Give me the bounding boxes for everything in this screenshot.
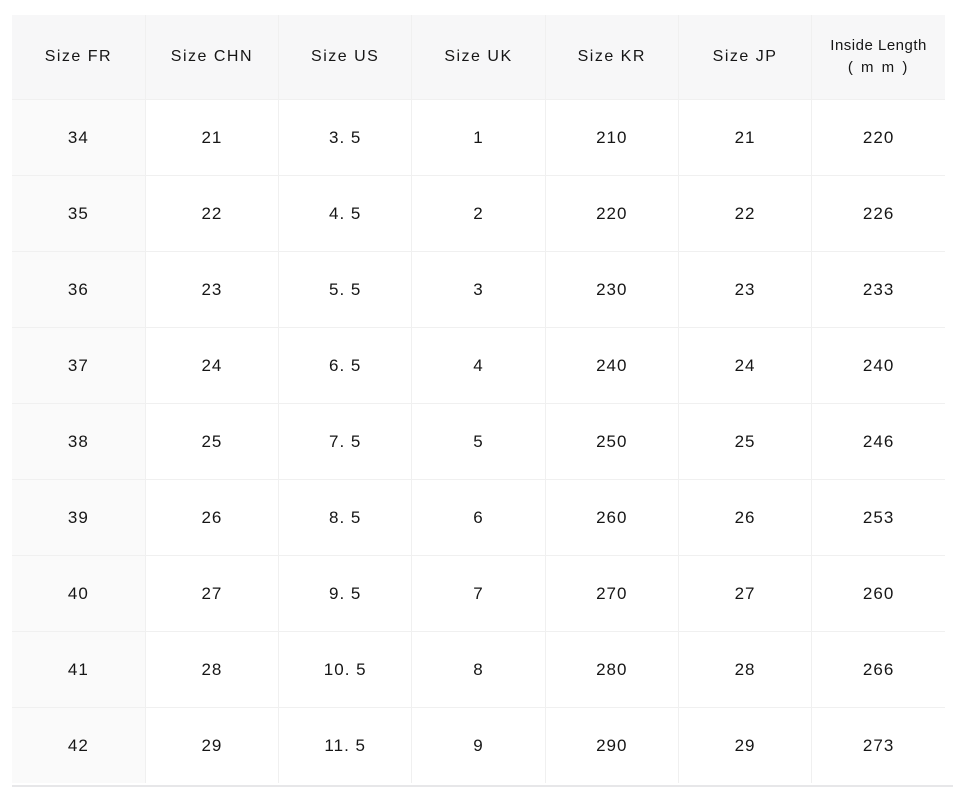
- table-row: 41 28 10. 5 8 280 28 266: [11, 631, 946, 708]
- table-cell: 1: [411, 99, 546, 176]
- table-cell: 260: [811, 555, 946, 632]
- table-cell: 280: [544, 631, 679, 708]
- table-cell: 7. 5: [278, 403, 413, 480]
- header-cell-inside-length: Inside Length ( m m ): [811, 14, 946, 100]
- row-header-cell: 41: [11, 631, 146, 708]
- row-header-cell: 42: [11, 707, 146, 784]
- table-cell: 5. 5: [278, 251, 413, 328]
- row-header-cell: 34: [11, 99, 146, 176]
- table-cell: 250: [544, 403, 679, 480]
- header-sublabel: ( m m ): [847, 58, 910, 76]
- header-cell-size-kr: Size KR: [544, 14, 679, 100]
- size-conversion-table-wrap: Size FR Size CHN Size US Size UK Size KR Size…: [11, 14, 946, 784]
- table-cell: 27: [144, 555, 280, 632]
- table-row: 34 21 3. 5 1 210 21 220: [11, 99, 946, 176]
- header-label: Size FR: [44, 48, 113, 66]
- table-cell: 26: [677, 479, 813, 556]
- table-cell: 23: [144, 251, 280, 328]
- table-cell: 246: [811, 403, 946, 480]
- table-cell: 7: [411, 555, 546, 632]
- table-head: Size FR Size CHN Size US Size UK Size KR Size…: [11, 14, 946, 100]
- table-cell: 226: [811, 175, 946, 252]
- table-cell: 9: [411, 707, 546, 784]
- table-header-row: Size FR Size CHN Size US Size UK Size KR Size…: [11, 14, 946, 100]
- table-row: 38 25 7. 5 5 250 25 246: [11, 403, 946, 480]
- table-cell: 220: [544, 175, 679, 252]
- table-row: 42 29 11. 5 9 290 29 273: [11, 707, 946, 784]
- table-cell: 6: [411, 479, 546, 556]
- table-cell: 290: [544, 707, 679, 784]
- header-label: Size KR: [577, 48, 646, 66]
- header-label: Inside Length: [830, 37, 927, 55]
- table-cell: 10. 5: [278, 631, 413, 708]
- table-cell: 29: [677, 707, 813, 784]
- table-cell: 253: [811, 479, 946, 556]
- table-cell: 266: [811, 631, 946, 708]
- table-body: 34 21 3. 5 1 210 21 220 35 22 4. 5 2 220 22 226 36 23 5.…: [11, 99, 946, 784]
- table-cell: 4. 5: [278, 175, 413, 252]
- row-header-cell: 40: [11, 555, 146, 632]
- table-cell: 8: [411, 631, 546, 708]
- table-cell: 25: [144, 403, 280, 480]
- table-cell: 26: [144, 479, 280, 556]
- table-bottom-rule: [12, 785, 953, 787]
- header-cell-size-chn: Size CHN: [144, 14, 280, 100]
- table-cell: 5: [411, 403, 546, 480]
- table-cell: 29: [144, 707, 280, 784]
- table-cell: 270: [544, 555, 679, 632]
- table-cell: 28: [677, 631, 813, 708]
- table-cell: 230: [544, 251, 679, 328]
- table-row: 40 27 9. 5 7 270 27 260: [11, 555, 946, 632]
- table-cell: 8. 5: [278, 479, 413, 556]
- table-cell: 220: [811, 99, 946, 176]
- table-row: 36 23 5. 5 3 230 23 233: [11, 251, 946, 328]
- table-cell: 9. 5: [278, 555, 413, 632]
- table-cell: 27: [677, 555, 813, 632]
- table-cell: 24: [677, 327, 813, 404]
- table-row: 35 22 4. 5 2 220 22 226: [11, 175, 946, 252]
- table-cell: 21: [144, 99, 280, 176]
- row-header-cell: 37: [11, 327, 146, 404]
- header-label: Size CHN: [170, 48, 254, 66]
- header-cell-size-jp: Size JP: [677, 14, 813, 100]
- row-header-cell: 39: [11, 479, 146, 556]
- table-cell: 210: [544, 99, 679, 176]
- table-cell: 3: [411, 251, 546, 328]
- table-cell: 24: [144, 327, 280, 404]
- table-cell: 240: [811, 327, 946, 404]
- table-row: 39 26 8. 5 6 260 26 253: [11, 479, 946, 556]
- table-cell: 240: [544, 327, 679, 404]
- row-header-cell: 36: [11, 251, 146, 328]
- table-row: 37 24 6. 5 4 240 24 240: [11, 327, 946, 404]
- table-cell: 21: [677, 99, 813, 176]
- header-cell-size-fr: Size FR: [11, 14, 146, 100]
- table-cell: 28: [144, 631, 280, 708]
- row-header-cell: 35: [11, 175, 146, 252]
- table-cell: 2: [411, 175, 546, 252]
- header-cell-size-us: Size US: [278, 14, 413, 100]
- size-conversion-table: Size FR Size CHN Size US Size UK Size KR Size…: [11, 14, 946, 784]
- table-cell: 22: [677, 175, 813, 252]
- header-label: Size JP: [712, 48, 778, 66]
- table-cell: 260: [544, 479, 679, 556]
- table-cell: 273: [811, 707, 946, 784]
- table-cell: 4: [411, 327, 546, 404]
- table-cell: 233: [811, 251, 946, 328]
- header-cell-size-uk: Size UK: [411, 14, 546, 100]
- row-header-cell: 38: [11, 403, 146, 480]
- table-cell: 23: [677, 251, 813, 328]
- header-label: Size US: [311, 48, 380, 66]
- header-label: Size UK: [444, 48, 513, 66]
- table-cell: 6. 5: [278, 327, 413, 404]
- table-cell: 22: [144, 175, 280, 252]
- table-cell: 11. 5: [278, 707, 413, 784]
- table-cell: 3. 5: [278, 99, 413, 176]
- table-cell: 25: [677, 403, 813, 480]
